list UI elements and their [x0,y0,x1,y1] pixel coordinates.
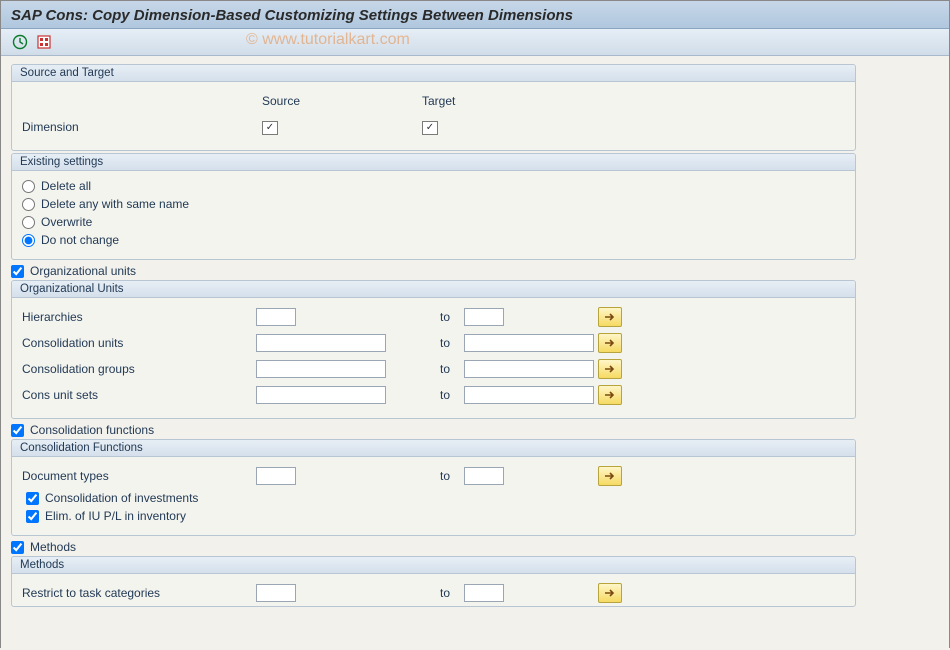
group-methods: Methods Restrict to task categories to [11,556,856,607]
cons-units-from[interactable] [256,334,386,352]
multi-select-button[interactable] [598,333,622,353]
row-hierarchies: Hierarchies to [22,304,845,330]
radio-delete-same-name[interactable]: Delete any with same name [22,195,845,213]
source-dimension-checkbox[interactable]: ✓ [262,121,278,135]
label-cons-units: Consolidation units [22,336,252,350]
row-cons-unit-sets: Cons unit sets to [22,382,845,408]
label-restrict-task: Restrict to task categories [22,586,252,600]
cons-units-to[interactable] [464,334,594,352]
cons-unit-sets-from[interactable] [256,386,386,404]
checkbox-label: Elim. of IU P/L in inventory [45,509,186,523]
radio-label: Delete all [41,179,91,193]
radio-overwrite[interactable]: Overwrite [22,213,845,231]
radio-do-not-change[interactable]: Do not change [22,231,845,249]
group-title-existing: Existing settings [12,154,855,171]
to-label: to [430,469,460,483]
task-cat-to[interactable] [464,584,504,602]
cons-groups-from[interactable] [256,360,386,378]
group-title-org-units: Organizational Units [12,281,855,298]
checkbox-label: Organizational units [30,264,136,278]
title-bar: SAP Cons: Copy Dimension-Based Customizi… [1,1,949,29]
row-cons-units: Consolidation units to [22,330,845,356]
checkbox-label: Consolidation of investments [45,491,198,505]
header-target: Target [422,94,622,108]
variant-icon[interactable] [35,33,53,51]
content-area: Source and Target Source Target Dimensio… [1,56,949,650]
cons-unit-sets-to[interactable] [464,386,594,404]
row-restrict-task-categories: Restrict to task categories to [22,580,845,606]
row-cons-groups: Consolidation groups to [22,356,845,382]
row-doc-types: Document types to [22,463,845,489]
label-cons-groups: Consolidation groups [22,362,252,376]
multi-select-button[interactable] [598,385,622,405]
hierarchies-from[interactable] [256,308,296,326]
page-title: SAP Cons: Copy Dimension-Based Customizi… [11,7,939,24]
target-dimension-checkbox[interactable]: ✓ [422,121,438,135]
radio-label: Delete any with same name [41,197,189,211]
checkbox-cons-investments[interactable]: Consolidation of investments [22,489,845,507]
group-source-target: Source and Target Source Target Dimensio… [11,64,856,151]
to-label: to [430,310,460,324]
to-label: to [430,336,460,350]
radio-delete-all[interactable]: Delete all [22,177,845,195]
doc-types-to[interactable] [464,467,504,485]
execute-icon[interactable] [11,33,29,51]
multi-select-button[interactable] [598,466,622,486]
label-cons-unit-sets: Cons unit sets [22,388,252,402]
group-title-cons-functions: Consolidation Functions [12,440,855,457]
multi-select-button[interactable] [598,359,622,379]
checkbox-label: Methods [30,540,76,554]
dimension-label: Dimension [22,120,262,134]
multi-select-button[interactable] [598,583,622,603]
label-doc-types: Document types [22,469,252,483]
checkbox-org-units[interactable]: Organizational units [11,264,856,278]
cons-groups-to[interactable] [464,360,594,378]
to-label: to [430,362,460,376]
radio-label: Overwrite [41,215,92,229]
label-hierarchies: Hierarchies [22,310,252,324]
hierarchies-to[interactable] [464,308,504,326]
checkbox-label: Consolidation functions [30,423,154,437]
multi-select-button[interactable] [598,307,622,327]
doc-types-from[interactable] [256,467,296,485]
group-org-units: Organizational Units Hierarchies to Cons… [11,280,856,419]
radio-label: Do not change [41,233,119,247]
toolbar [1,29,949,56]
checkbox-methods[interactable]: Methods [11,540,856,554]
to-label: to [430,388,460,402]
task-cat-from[interactable] [256,584,296,602]
to-label: to [430,586,460,600]
group-title-methods: Methods [12,557,855,574]
group-existing-settings: Existing settings Delete all Delete any … [11,153,856,260]
checkbox-cons-functions[interactable]: Consolidation functions [11,423,856,437]
checkbox-elim-iu-pl[interactable]: Elim. of IU P/L in inventory [22,507,845,525]
group-cons-functions: Consolidation Functions Document types t… [11,439,856,536]
header-source: Source [262,94,422,108]
group-title-source-target: Source and Target [12,65,855,82]
